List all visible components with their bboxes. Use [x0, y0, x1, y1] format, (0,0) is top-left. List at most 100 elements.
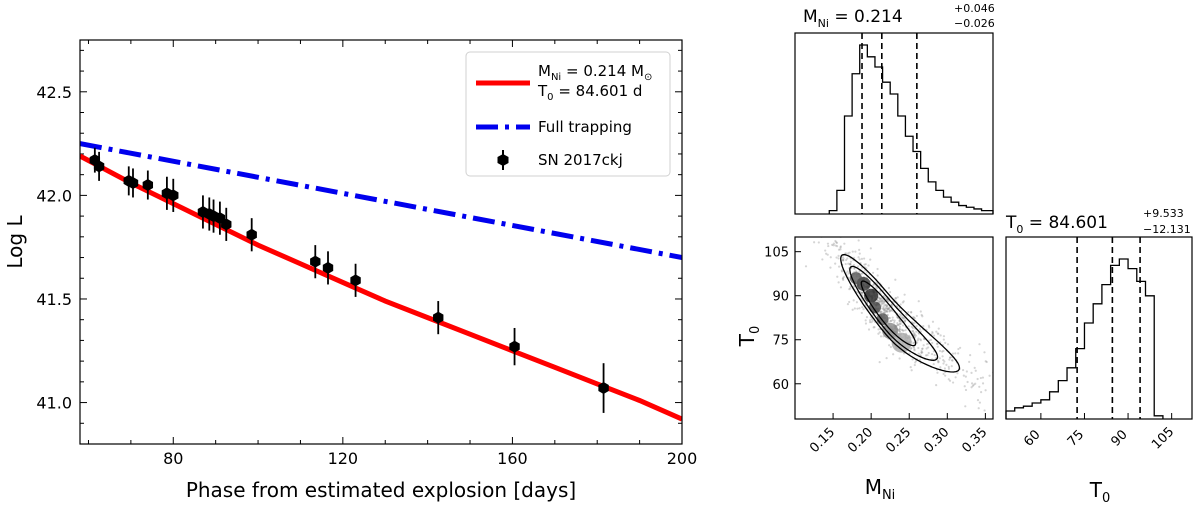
sample-point	[885, 298, 888, 301]
sample-point	[877, 328, 880, 331]
sample-point	[916, 339, 919, 342]
sample-point	[837, 248, 841, 251]
sample-point	[1040, 381, 1042, 383]
sample-point	[926, 342, 929, 346]
sample-point	[937, 332, 940, 335]
sample-point	[884, 310, 887, 313]
sample-point	[1012, 388, 1014, 390]
sample-point	[909, 347, 912, 350]
sample-point	[984, 360, 987, 363]
sample-point	[901, 316, 904, 319]
sample-point	[844, 252, 848, 255]
main-ylabel: Log L	[3, 215, 27, 269]
sample-point	[878, 297, 881, 300]
sample-point	[837, 257, 840, 260]
sample-point	[852, 299, 855, 302]
point-marker	[310, 255, 321, 268]
sample-point	[922, 325, 925, 328]
sample-point	[901, 324, 905, 327]
sample-point	[988, 374, 991, 377]
sample-point	[887, 299, 890, 303]
sample-point	[849, 263, 852, 266]
sample-point	[910, 311, 913, 314]
sample-point	[1000, 391, 1002, 393]
mni-histogram-panel: MNi = 0.214 +0.046 −0.026	[794, 2, 995, 215]
sample-point	[846, 252, 850, 255]
sample-point	[898, 329, 901, 332]
sample-point	[857, 239, 860, 242]
sample-point	[950, 365, 953, 368]
sample-point	[849, 285, 852, 288]
sample-point	[943, 367, 947, 370]
sample-point	[888, 344, 891, 347]
sample-point	[883, 311, 886, 314]
sample-point	[888, 310, 891, 313]
sample-point	[891, 316, 894, 319]
t0-tick-label: 105	[1149, 424, 1177, 452]
sample-point	[920, 349, 923, 353]
sample-point	[912, 346, 915, 349]
sample-point	[938, 349, 942, 353]
sample-point	[879, 301, 882, 304]
sample-point	[849, 260, 853, 263]
sample-point	[928, 326, 931, 329]
y-tick-label: 41.0	[36, 394, 72, 413]
sample-point	[963, 385, 966, 388]
sample-point	[937, 360, 940, 363]
sample-point	[913, 316, 916, 319]
sample-point	[884, 296, 887, 299]
sample-point	[858, 252, 861, 255]
sample-point	[942, 358, 945, 362]
sample-point	[842, 259, 845, 262]
sample-point	[835, 245, 839, 248]
joint-ylabel: T0	[735, 326, 763, 348]
x-tick-label: 80	[163, 449, 183, 468]
sample-point	[882, 306, 885, 310]
sample-point	[882, 300, 885, 303]
sample-point	[829, 219, 831, 221]
sample-point	[854, 250, 857, 253]
sample-point	[839, 246, 842, 249]
sample-point	[917, 352, 920, 355]
sample-point	[896, 321, 899, 325]
sample-point	[939, 334, 942, 337]
sample-point	[819, 219, 821, 221]
data-point	[168, 178, 179, 212]
sample-point	[970, 386, 973, 389]
sample-point	[852, 263, 856, 267]
t0-y-tick-label: 105	[764, 246, 789, 261]
sample-point	[830, 215, 832, 217]
sample-point	[920, 351, 923, 354]
sample-point	[879, 310, 882, 313]
mni-title-plus: +0.046	[954, 2, 995, 15]
sample-point	[902, 352, 906, 355]
sample-point	[887, 286, 890, 290]
sample-point	[842, 278, 845, 282]
sample-point	[860, 272, 863, 275]
sample-point	[844, 262, 847, 266]
sample-point	[978, 385, 981, 388]
full-trapping-line	[80, 141, 682, 260]
sample-point	[902, 329, 905, 332]
mni-tick-label: 0.25	[883, 425, 914, 456]
sample-point	[997, 382, 999, 384]
sample-point	[877, 332, 880, 335]
sample-point	[834, 229, 836, 231]
sample-point	[870, 321, 873, 324]
sample-point	[919, 310, 922, 313]
data-point	[127, 168, 139, 198]
sample-point	[885, 307, 888, 310]
sample-point	[876, 299, 879, 302]
sample-point	[917, 332, 921, 335]
sample-point	[858, 248, 861, 251]
sample-point	[840, 233, 842, 235]
sample-point	[959, 346, 962, 349]
sample-point	[919, 339, 923, 342]
sample-point	[942, 349, 945, 353]
sample-point	[919, 354, 922, 357]
t0-histogram	[1005, 258, 1164, 419]
sample-point	[898, 322, 902, 325]
mni-tick-label: 0.30	[921, 425, 952, 456]
sample-point	[1003, 377, 1005, 379]
sample-point	[935, 384, 938, 387]
